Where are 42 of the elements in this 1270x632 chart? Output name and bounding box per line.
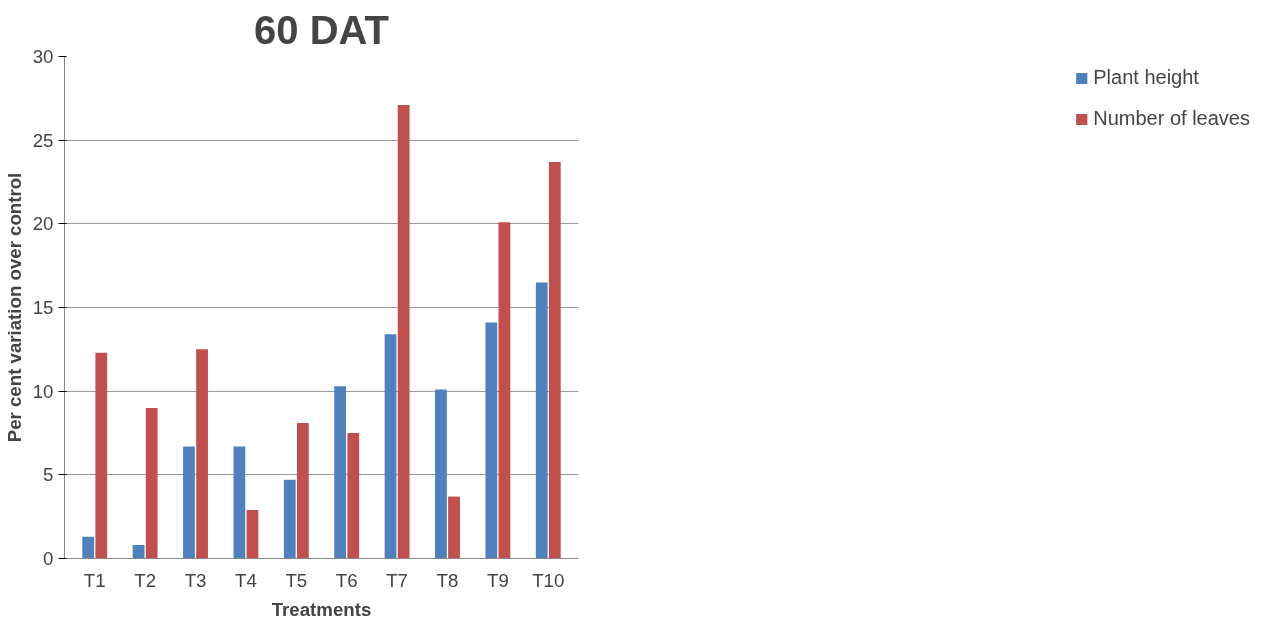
bar [145, 407, 158, 559]
x-tick-label: T4 [235, 569, 257, 591]
bar [384, 334, 397, 559]
x-tick-label: T8 [436, 569, 459, 591]
x-tick-label: T9 [486, 569, 509, 591]
bar [283, 479, 296, 559]
bar [397, 105, 410, 559]
x-tick-label: T1 [83, 569, 106, 591]
x-tick-label: T3 [184, 569, 207, 591]
bar [132, 545, 145, 559]
x-tick-label: T5 [285, 569, 308, 591]
bar [82, 536, 95, 559]
bar [95, 352, 108, 559]
legend-label: Number of leaves [1093, 107, 1250, 130]
x-tick-label: T6 [335, 569, 358, 591]
bar [246, 509, 259, 559]
bar [296, 422, 309, 559]
x-tick-label: T2 [134, 569, 157, 591]
bar [485, 322, 498, 559]
y-tick-label: 20 [32, 213, 54, 235]
bar [535, 282, 548, 559]
bar [548, 161, 561, 559]
x-axis-title: Treatments [271, 598, 372, 620]
y-tick-label: 15 [32, 297, 54, 318]
bar [183, 446, 195, 559]
bar [498, 222, 511, 559]
x-tick-label: T10 [532, 569, 565, 591]
y-tick-label: 25 [32, 129, 54, 151]
bar [347, 433, 360, 559]
bar [334, 386, 347, 559]
x-tick-label: T7 [386, 569, 408, 591]
y-tick-label: 0 [43, 548, 54, 569]
bar [233, 446, 246, 559]
y-tick-label: 30 [32, 46, 54, 67]
y-tick-label: 5 [43, 464, 54, 486]
y-tick-label: 10 [32, 380, 54, 402]
bar [196, 349, 208, 559]
bar [448, 496, 460, 559]
bar [435, 389, 447, 559]
y-axis-title: Per cent variation over control [3, 172, 25, 443]
legend-label: Plant height [1093, 66, 1199, 89]
chart-title: 60 DAT [254, 7, 389, 52]
